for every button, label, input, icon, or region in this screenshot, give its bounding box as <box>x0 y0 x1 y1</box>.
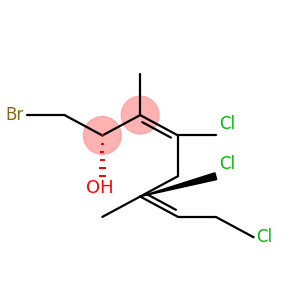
Text: Cl: Cl <box>219 115 235 133</box>
Circle shape <box>121 96 159 134</box>
Text: Cl: Cl <box>256 228 273 246</box>
Polygon shape <box>140 173 217 196</box>
Text: OH: OH <box>86 179 113 197</box>
Circle shape <box>83 117 121 154</box>
Text: Br: Br <box>6 106 24 124</box>
Text: Cl: Cl <box>219 155 235 173</box>
